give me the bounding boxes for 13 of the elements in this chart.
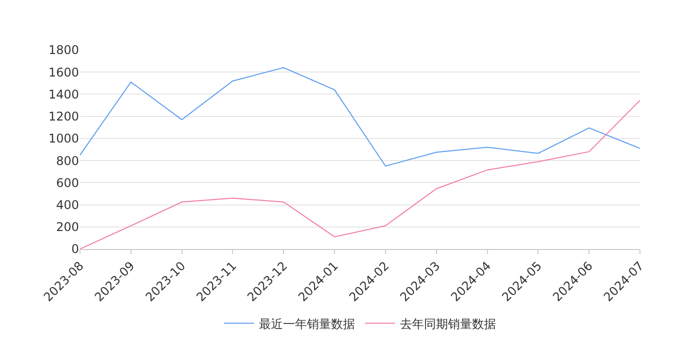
y-tick-label: 1200 <box>48 110 79 124</box>
y-tick-label: 800 <box>56 154 79 168</box>
legend-label: 去年同期销量数据 <box>400 316 496 331</box>
y-tick-label: 1000 <box>48 132 79 146</box>
y-tick-label: 400 <box>56 198 79 212</box>
legend-label: 最近一年销量数据 <box>259 316 355 331</box>
y-tick-label: 1800 <box>48 43 79 58</box>
line-series <box>80 67 640 167</box>
y-tick-label: 1600 <box>48 65 79 80</box>
y-tick-label: 200 <box>56 220 79 234</box>
y-tick-label: 600 <box>56 176 79 190</box>
y-tick-label: 0 <box>71 242 79 256</box>
y-tick-label: 1400 <box>48 87 79 102</box>
